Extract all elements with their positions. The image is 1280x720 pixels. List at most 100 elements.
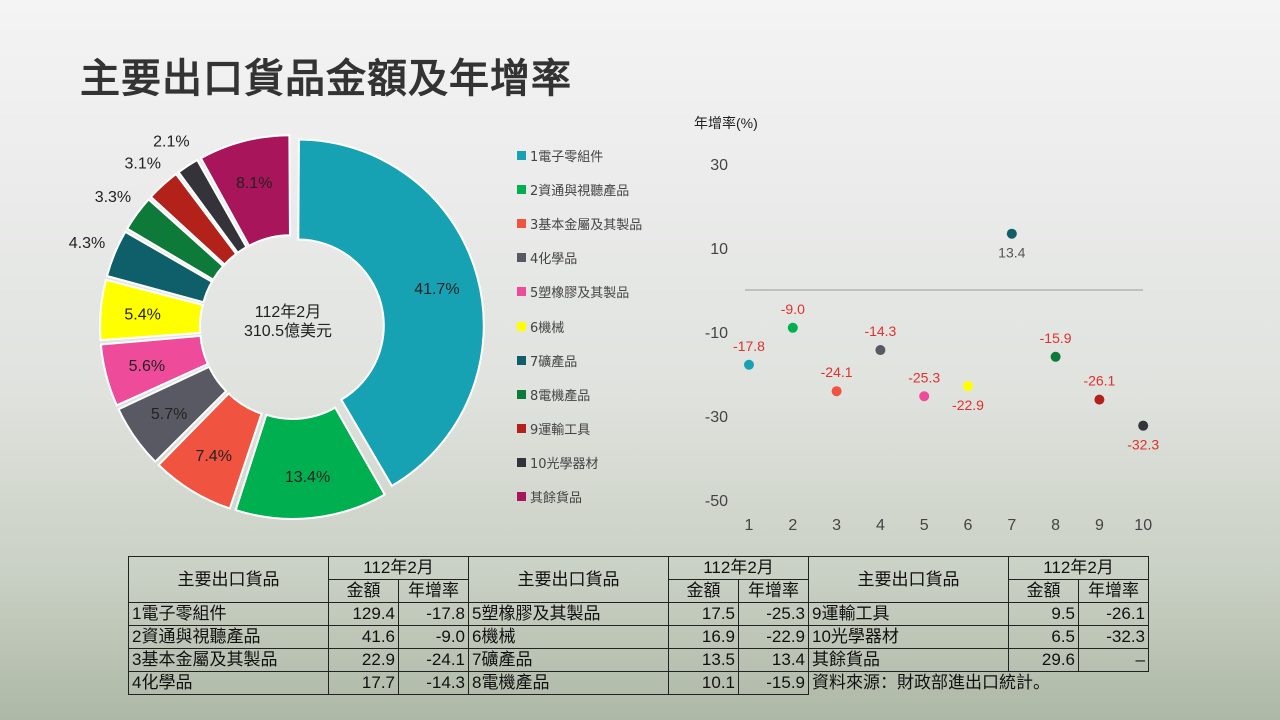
- y-tick-label: -30: [705, 409, 728, 426]
- amount: 16.9: [668, 625, 739, 649]
- scatter-point: [1050, 351, 1061, 362]
- legend-swatch: [517, 424, 526, 434]
- yoy-rate: -14.3: [398, 671, 469, 695]
- legend-item: 10光學器材: [517, 446, 642, 480]
- scatter-point: [1094, 394, 1105, 405]
- item-name: 5塑橡膠及其製品: [468, 602, 669, 626]
- yoy-rate: -25.3: [738, 602, 809, 626]
- legend-swatch: [517, 355, 526, 365]
- legend-swatch: [517, 458, 526, 468]
- x-tick-label: 9: [1095, 517, 1104, 534]
- yoy-rate: -22.9: [738, 625, 809, 649]
- yoy-rate: –: [1078, 648, 1149, 672]
- item-name: 其餘貨品: [808, 648, 1009, 672]
- x-tick-label: 1: [745, 517, 754, 534]
- legend-label: 1電子零組件: [530, 149, 604, 165]
- yoy-rate: -15.9: [738, 671, 809, 695]
- header-period: 112年2月: [328, 556, 469, 580]
- legend-label: 2資通與視聽產品: [530, 183, 630, 199]
- scatter-point: [1006, 228, 1017, 239]
- donut-slice: [125, 198, 225, 281]
- donut-slice: [149, 172, 238, 266]
- legend-swatch: [517, 253, 526, 263]
- item-name: 9運輸工具: [808, 602, 1009, 626]
- x-tick-label: 10: [1134, 517, 1152, 534]
- item-name: 4化學品: [128, 671, 329, 695]
- yoy-rate: 13.4: [738, 648, 809, 672]
- legend-label: 7礦產品: [530, 354, 578, 370]
- donut-slice: [177, 158, 248, 255]
- scatter-data-label: -17.8: [733, 338, 765, 354]
- donut-data-label: 8.1%: [236, 175, 272, 192]
- donut-data-label: 2.1%: [153, 134, 189, 151]
- data-table: 主要出口貨品 112年2月 主要出口貨品 112年2月 主要出口貨品 112年2月 金額 年增…: [128, 556, 1149, 695]
- donut-center-period: 112年2月: [255, 303, 321, 321]
- table-row: 3基本金屬及其製品 22.9 -24.1 7礦產品 13.5 13.4 其餘貨品 29.6–: [128, 648, 1149, 672]
- donut-data-label: 3.3%: [95, 189, 131, 206]
- amount: 10.1: [668, 671, 739, 695]
- y-tick-label: -50: [705, 493, 728, 510]
- donut-data-label: 3.1%: [124, 156, 160, 173]
- header-period: 112年2月: [1008, 556, 1149, 580]
- scatter-data-label: -26.1: [1083, 373, 1115, 389]
- header-rate: 年增率: [1078, 579, 1149, 603]
- amount: 17.5: [668, 602, 739, 626]
- legend-swatch: [517, 150, 526, 160]
- donut-data-label: 13.4%: [285, 469, 330, 486]
- amount: 17.7: [328, 671, 399, 695]
- scatter-point: [875, 345, 886, 356]
- header-item: 主要出口貨品: [808, 556, 1009, 603]
- scatter-data-label: -24.1: [821, 364, 853, 380]
- donut-slice: [99, 334, 210, 407]
- donut-center-total: 310.5億美元: [244, 322, 332, 340]
- x-tick-label: 2: [788, 517, 797, 534]
- donut-slice: [234, 406, 387, 520]
- y-tick-label: 10: [710, 241, 728, 258]
- legend-swatch: [517, 321, 526, 331]
- item-name: 10光學器材: [808, 625, 1009, 649]
- header-amount: 金額: [668, 579, 739, 603]
- amount: 41.6: [328, 625, 399, 649]
- item-name: 8電機產品: [468, 671, 669, 695]
- scatter-point: [787, 322, 798, 333]
- scatter-point: [831, 386, 842, 397]
- scatter-point: [744, 359, 754, 370]
- legend-item: 4化學品: [517, 241, 642, 275]
- amount: 22.9: [328, 648, 399, 672]
- item-name: 2資通與視聽產品: [128, 625, 329, 649]
- legend-item: 9運輸工具: [517, 412, 642, 446]
- legend-item: 7礦產品: [517, 343, 642, 377]
- x-tick-label: 8: [1051, 517, 1060, 534]
- scatter-point: [963, 381, 973, 392]
- legend-item: 5塑橡膠及其製品: [517, 275, 642, 309]
- donut-slice: [99, 278, 204, 342]
- donut-slice: [117, 365, 228, 464]
- item-name: 7礦產品: [468, 648, 669, 672]
- donut-data-label: 5.7%: [151, 406, 187, 423]
- amount: 13.5: [668, 648, 739, 672]
- legend-item: 6機械: [517, 309, 642, 343]
- legend-swatch: [517, 184, 526, 194]
- legend-label: 9運輸工具: [530, 423, 591, 439]
- yoy-rate: -17.8: [398, 602, 469, 626]
- donut-slice: [157, 392, 263, 510]
- scatter-data-label: -15.9: [1040, 330, 1072, 346]
- table-row: 2資通與視聽產品 41.6 -9.0 6機械 16.9 -22.9 10光學器材 6.5 -32…: [128, 625, 1149, 649]
- legend-swatch: [517, 287, 526, 297]
- amount: 129.4: [328, 602, 399, 626]
- legend-label: 10光學器材: [530, 457, 599, 473]
- legend-swatch: [517, 389, 526, 399]
- header-period: 112年2月: [668, 556, 809, 580]
- donut-data-label: 5.4%: [124, 307, 160, 324]
- page-title: 主要出口貨品金額及年增率: [80, 56, 572, 102]
- legend-label: 5塑橡膠及其製品: [530, 286, 630, 302]
- legend-label: 3基本金屬及其製品: [530, 217, 643, 233]
- amount: 6.5: [1008, 625, 1079, 649]
- scatter-data-label: -22.9: [952, 397, 984, 413]
- scatter-data-label: -14.3: [864, 323, 896, 339]
- donut-legend: 1電子零組件 2資通與視聽產品 3基本金屬及其製品 4化學品 5塑橡膠及其製品 6機械 7礦…: [517, 138, 642, 514]
- donut-slice: [105, 230, 214, 304]
- legend-item: 8電機產品: [517, 377, 642, 411]
- legend-label: 6機械: [530, 320, 565, 336]
- x-tick-label: 4: [876, 517, 885, 534]
